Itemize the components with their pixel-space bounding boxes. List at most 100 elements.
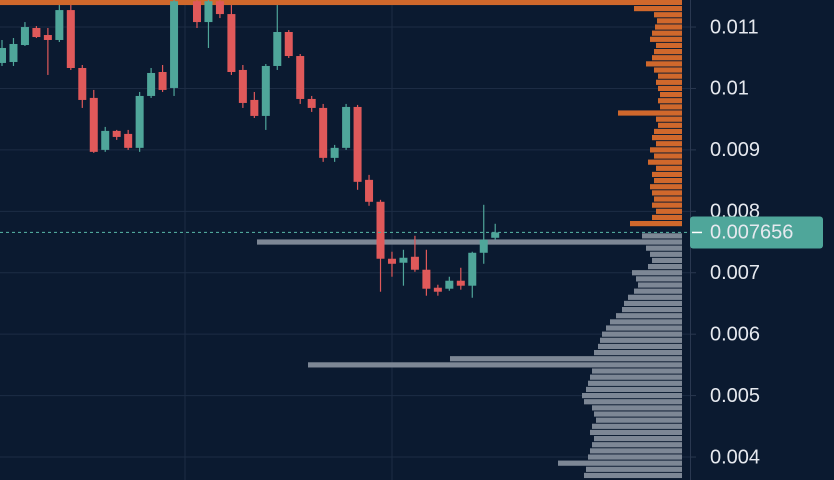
- ask-bar: [654, 12, 682, 18]
- candle-body: [124, 133, 133, 148]
- bid-bar: [588, 454, 682, 460]
- ask-bar: [658, 85, 682, 92]
- y-tick-label: 0.006: [710, 323, 760, 345]
- candle-body: [238, 69, 247, 103]
- candle-body: [89, 97, 98, 152]
- ask-bar: [634, 5, 682, 12]
- ask-bar: [652, 171, 682, 178]
- y-tick-label: 0.01: [710, 78, 749, 100]
- ask-bar: [650, 184, 682, 190]
- ask-bar: [0, 0, 682, 6]
- bid-bar: [592, 442, 682, 448]
- ask-bar: [652, 55, 682, 61]
- ask-bar: [630, 220, 682, 227]
- grid: [0, 26, 690, 458]
- candle-body: [330, 147, 339, 158]
- candle-body: [135, 95, 144, 148]
- bid-bar: [558, 460, 682, 466]
- ask-bar: [646, 61, 682, 67]
- bid-bar: [632, 270, 682, 276]
- y-tick-label: 0.005: [710, 385, 760, 407]
- bid-bar: [584, 399, 682, 405]
- ask-bar: [652, 134, 682, 141]
- bid-bar: [450, 356, 682, 362]
- candle-body: [353, 106, 362, 182]
- bid-bar: [628, 294, 682, 300]
- candle-body: [445, 280, 454, 289]
- bid-bar: [594, 435, 682, 442]
- last-price-badge: [690, 216, 823, 249]
- candle-body: [365, 179, 374, 202]
- ask-bar: [652, 190, 682, 196]
- bid-bar: [610, 319, 682, 325]
- bid-bar: [652, 257, 682, 264]
- y-tick-label: 0.007: [710, 262, 760, 284]
- ask-bar: [654, 128, 682, 135]
- candle-body: [101, 130, 110, 150]
- ask-bar: [652, 202, 682, 208]
- ask-bar: [658, 73, 682, 79]
- y-tick-label: 0.011: [710, 16, 759, 38]
- candle-body: [319, 107, 328, 158]
- ask-bar: [654, 48, 682, 55]
- ask-bar: [656, 116, 682, 122]
- bid-bar: [586, 386, 682, 393]
- candle-body: [307, 98, 316, 108]
- candle-body: [284, 32, 293, 57]
- candle-body: [78, 68, 87, 100]
- candle-body: [376, 201, 385, 259]
- bid-bar: [600, 337, 682, 343]
- last-price-label: 0.007656: [710, 222, 793, 244]
- bid-bar: [624, 300, 682, 307]
- candle-body: [9, 43, 18, 62]
- bid-bar: [592, 368, 682, 374]
- candle-body: [296, 56, 305, 99]
- ask-bar: [656, 208, 682, 214]
- candle-body: [468, 252, 477, 286]
- candle-body: [170, 1, 179, 88]
- candle-body: [215, 1, 224, 15]
- bid-bar: [257, 239, 682, 245]
- candle-body: [250, 99, 259, 116]
- bid-bar: [638, 282, 682, 288]
- bid-bar: [642, 233, 682, 239]
- y-tick-label: 0.009: [710, 139, 760, 161]
- ask-bar: [650, 36, 682, 42]
- bid-bar: [582, 392, 682, 399]
- bid-bar: [584, 472, 682, 479]
- bid-bar: [648, 263, 682, 270]
- candle-body: [112, 130, 121, 137]
- candle-body: [66, 10, 75, 69]
- ask-bar: [648, 159, 682, 165]
- candle-body: [399, 257, 408, 263]
- candle-body: [273, 32, 282, 66]
- bid-bar: [590, 374, 682, 380]
- bid-bar: [594, 411, 682, 417]
- ask-bar: [658, 98, 682, 104]
- candle-body: [491, 232, 500, 238]
- bid-bar: [596, 417, 682, 423]
- bid-bar: [598, 343, 682, 350]
- bid-bar: [590, 448, 682, 454]
- bid-bar: [586, 466, 682, 472]
- candle-body: [387, 258, 396, 264]
- candle-body: [192, 1, 201, 23]
- ask-bar: [652, 30, 682, 36]
- candle-body: [342, 106, 351, 148]
- candle-body: [0, 47, 6, 63]
- candle-body: [158, 71, 167, 90]
- ask-bar: [654, 196, 682, 202]
- ask-bar: [656, 79, 682, 85]
- bid-bar: [616, 313, 682, 319]
- candle-body: [55, 10, 64, 40]
- bid-bar: [634, 288, 682, 294]
- ask-bar: [618, 110, 682, 116]
- candle-body: [479, 239, 488, 253]
- bid-bar: [590, 429, 682, 436]
- candle-body: [43, 35, 52, 40]
- candle-body: [20, 27, 29, 46]
- y-tick-label: 0.004: [710, 446, 760, 468]
- ask-bar: [660, 104, 682, 110]
- candle-body: [422, 269, 431, 289]
